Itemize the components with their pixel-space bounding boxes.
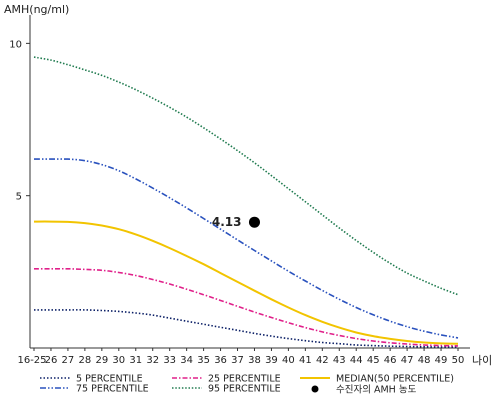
legend-label: 75 PERCENTILE bbox=[76, 384, 149, 395]
x-tick-label: 33 bbox=[163, 355, 176, 366]
legend-label: MEDIAN(50 PERCENTILE) bbox=[336, 374, 454, 385]
x-tick-label: 30 bbox=[112, 355, 125, 366]
legend-label: 5 PERCENTILE bbox=[76, 374, 143, 385]
x-tick-label: 39 bbox=[265, 355, 278, 366]
legend-label: 25 PERCENTILE bbox=[208, 374, 281, 385]
x-tick-label: 16-25 bbox=[17, 355, 46, 366]
x-tick-label: 48 bbox=[418, 355, 431, 366]
x-tick-label: 41 bbox=[299, 355, 312, 366]
series-layer bbox=[33, 56, 459, 348]
y-tick-label: 10 bbox=[9, 39, 22, 50]
x-tick-label: 50 bbox=[452, 355, 465, 366]
x-tick-label: 45 bbox=[367, 355, 380, 366]
patient-amh-label: 4.13 bbox=[212, 215, 242, 229]
x-tick-label: 37 bbox=[231, 355, 244, 366]
x-tick-label: 47 bbox=[401, 355, 414, 366]
x-tick-label: 34 bbox=[180, 355, 193, 366]
y-tick-label: 5 bbox=[16, 192, 22, 203]
series-line bbox=[34, 158, 459, 339]
legend-swatch bbox=[311, 385, 319, 393]
legend: 5 PERCENTILE 25 PERCENTILE MEDIAN(50 PERCE… bbox=[40, 374, 454, 396]
legend-label: 수진자의 AMH 농도 bbox=[336, 385, 417, 396]
x-tick-label: 31 bbox=[129, 355, 142, 366]
series-line bbox=[33, 309, 458, 348]
x-tick-label: 27 bbox=[62, 355, 75, 366]
points-layer: 4.13 bbox=[212, 215, 260, 229]
x-tick-label: 29 bbox=[95, 355, 108, 366]
y-axis-title: AMH(ng/ml) bbox=[4, 3, 69, 16]
x-tick-label: 35 bbox=[197, 355, 210, 366]
x-tick-label: 43 bbox=[333, 355, 346, 366]
x-tick-label: 42 bbox=[316, 355, 329, 366]
legend-label: 95 PERCENTILE bbox=[208, 384, 281, 395]
x-tick-label: 26 bbox=[45, 355, 58, 366]
x-tick-label: 38 bbox=[248, 355, 261, 366]
series-line bbox=[34, 267, 459, 347]
x-axis-title: 나이 bbox=[472, 354, 492, 367]
x-tick-label: 28 bbox=[79, 355, 92, 366]
x-tick-label: 49 bbox=[435, 355, 448, 366]
x-tick-label: 36 bbox=[214, 355, 227, 366]
series-line bbox=[33, 56, 459, 296]
series-line bbox=[33, 220, 459, 345]
x-tick-label: 32 bbox=[146, 355, 159, 366]
x-tick-label: 46 bbox=[384, 355, 397, 366]
x-tick-label: 40 bbox=[282, 355, 295, 366]
patient-amh-point bbox=[248, 216, 260, 228]
x-tick-label: 44 bbox=[350, 355, 363, 366]
